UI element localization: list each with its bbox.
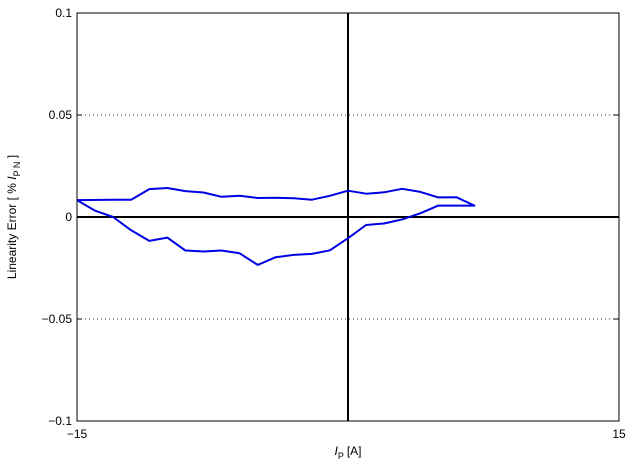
- y-tick-label-0: −0.1: [48, 414, 72, 428]
- y-tick-label-1: −0.05: [42, 312, 73, 326]
- tick-labels: −0.1 −0.05 0 0.05 0.1 −15 15: [42, 6, 626, 441]
- x-axis-label: IP [A]: [334, 444, 361, 461]
- y-axis-label-sub: P N: [12, 162, 22, 177]
- zero-lines: [77, 13, 619, 421]
- series-group: [76, 187, 476, 266]
- y-tick-label-4: 0.1: [55, 6, 72, 20]
- x-tick-label-0: −15: [67, 427, 88, 441]
- y-tick-label-3: 0.05: [49, 108, 73, 122]
- x-axis-label-sub: P: [338, 451, 344, 461]
- series-line: [76, 187, 476, 266]
- x-tick-label-1: 15: [612, 427, 626, 441]
- x-axis-label-main: I: [334, 444, 338, 458]
- y-tick-label-2: 0: [65, 210, 72, 224]
- x-axis-label-unit: [A]: [347, 444, 362, 458]
- y-axis-label-suffix: ]: [5, 155, 19, 162]
- tick-marks: [76, 12, 620, 422]
- y-axis-label-prefix: Linearity Error [ %: [5, 180, 19, 279]
- y-axis-label-main: I: [5, 176, 19, 180]
- y-axis-label: Linearity Error [ % IP N ]: [5, 155, 22, 279]
